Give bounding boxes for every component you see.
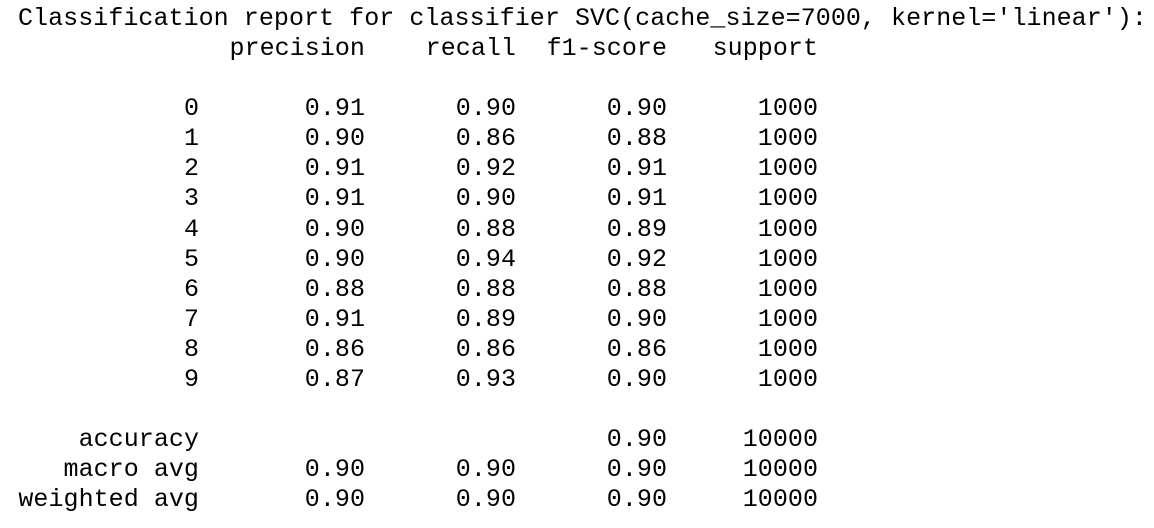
row-label: weighted avg [18,485,199,515]
f1-score-cell: 0.90 [606,425,667,455]
precision-cell: 0.90 [304,455,365,485]
row-label: 8 [183,334,199,364]
report-title: Classification report for classifier SVC… [18,4,1147,33]
precision-cell: 0.91 [304,154,365,184]
row-label: macro avg [63,455,199,485]
f1-score-cell: 0.89 [606,214,667,244]
precision-cell: 0.86 [304,334,365,364]
recall-cell: 0.90 [455,455,516,485]
support-cell: 1000 [757,184,818,214]
support-cell: 10000 [742,455,818,485]
recall-cell: 0.86 [455,124,516,154]
f1-score-cell: 0.88 [606,124,667,154]
recall-cell: 0.90 [455,94,516,124]
class-row: 5 0.90 0.94 0.92 1000 [18,245,1154,275]
f1-score-cell: 0.90 [606,455,667,485]
header-recall: recall [425,34,516,64]
row-label: 5 [183,244,199,274]
f1-score-cell: 0.90 [606,485,667,515]
support-cell: 1000 [757,154,818,184]
f1-score-cell: 0.90 [606,94,667,124]
row-label: 1 [183,124,199,154]
precision-cell: 0.87 [304,364,365,394]
support-cell: 1000 [757,274,818,304]
recall-cell: 0.90 [455,485,516,515]
f1-score-cell: 0.92 [606,244,667,274]
f1-score-cell: 0.86 [606,334,667,364]
header-f1-score: f1-score [546,34,667,64]
classification-report-output: Classification report for classifier SVC… [18,4,1154,515]
report-header-row: precision recall f1-score support [18,34,1154,64]
f1-score-cell: 0.90 [606,364,667,394]
support-cell: 1000 [757,304,818,334]
support-cell: 1000 [757,244,818,274]
precision-cell: 0.91 [304,304,365,334]
row-label: 3 [183,184,199,214]
support-cell: 1000 [757,334,818,364]
row-label: 2 [183,154,199,184]
class-row: 6 0.88 0.88 0.88 1000 [18,275,1154,305]
summary-row: weighted avg 0.90 0.90 0.90 10000 [18,485,1154,515]
f1-score-cell: 0.91 [606,154,667,184]
row-label: 6 [183,274,199,304]
class-row: 7 0.91 0.89 0.90 1000 [18,305,1154,335]
row-label: 7 [183,304,199,334]
support-cell: 10000 [742,485,818,515]
class-row: 4 0.90 0.88 0.89 1000 [18,215,1154,245]
recall-cell: 0.90 [455,184,516,214]
class-row: 8 0.86 0.86 0.86 1000 [18,335,1154,365]
precision-cell: 0.90 [304,244,365,274]
precision-cell: 0.88 [304,274,365,304]
summary-row: macro avg 0.90 0.90 0.90 10000 [18,455,1154,485]
precision-cell: 0.91 [304,184,365,214]
f1-score-cell: 0.88 [606,274,667,304]
f1-score-cell: 0.91 [606,184,667,214]
class-row: 9 0.87 0.93 0.90 1000 [18,365,1154,395]
class-row: 2 0.91 0.92 0.91 1000 [18,154,1154,184]
recall-cell: 0.93 [455,364,516,394]
blank-line [18,64,1154,94]
precision-cell: 0.90 [304,124,365,154]
precision-cell: 0.91 [304,94,365,124]
support-cell: 1000 [757,364,818,394]
recall-cell: 0.89 [455,304,516,334]
class-row: 1 0.90 0.86 0.88 1000 [18,124,1154,154]
precision-cell: 0.90 [304,485,365,515]
recall-cell: 0.92 [455,154,516,184]
row-label: 0 [183,94,199,124]
recall-cell: 0.94 [455,244,516,274]
recall-cell: 0.88 [455,214,516,244]
summary-row: accuracy 0.90 10000 [18,425,1154,455]
row-label: 4 [183,214,199,244]
f1-score-cell: 0.90 [606,304,667,334]
support-cell: 1000 [757,124,818,154]
support-cell: 1000 [757,94,818,124]
precision-cell: 0.90 [304,214,365,244]
recall-cell: 0.86 [455,334,516,364]
row-label: accuracy [78,425,199,455]
header-precision: precision [229,34,365,64]
class-row: 3 0.91 0.90 0.91 1000 [18,184,1154,214]
support-cell: 1000 [757,214,818,244]
header-support: support [712,34,818,64]
recall-cell: 0.88 [455,274,516,304]
class-row: 0 0.91 0.90 0.90 1000 [18,94,1154,124]
class-rows: 0 0.91 0.90 0.90 1000 1 0.90 0.86 0.88 1000 2 0.91 0… [18,94,1154,395]
summary-rows: accuracy 0.90 10000 macro avg 0.90 0.90 0.90 10… [18,425,1154,515]
blank-line [18,395,1154,425]
row-label: 9 [183,364,199,394]
support-cell: 10000 [742,425,818,455]
